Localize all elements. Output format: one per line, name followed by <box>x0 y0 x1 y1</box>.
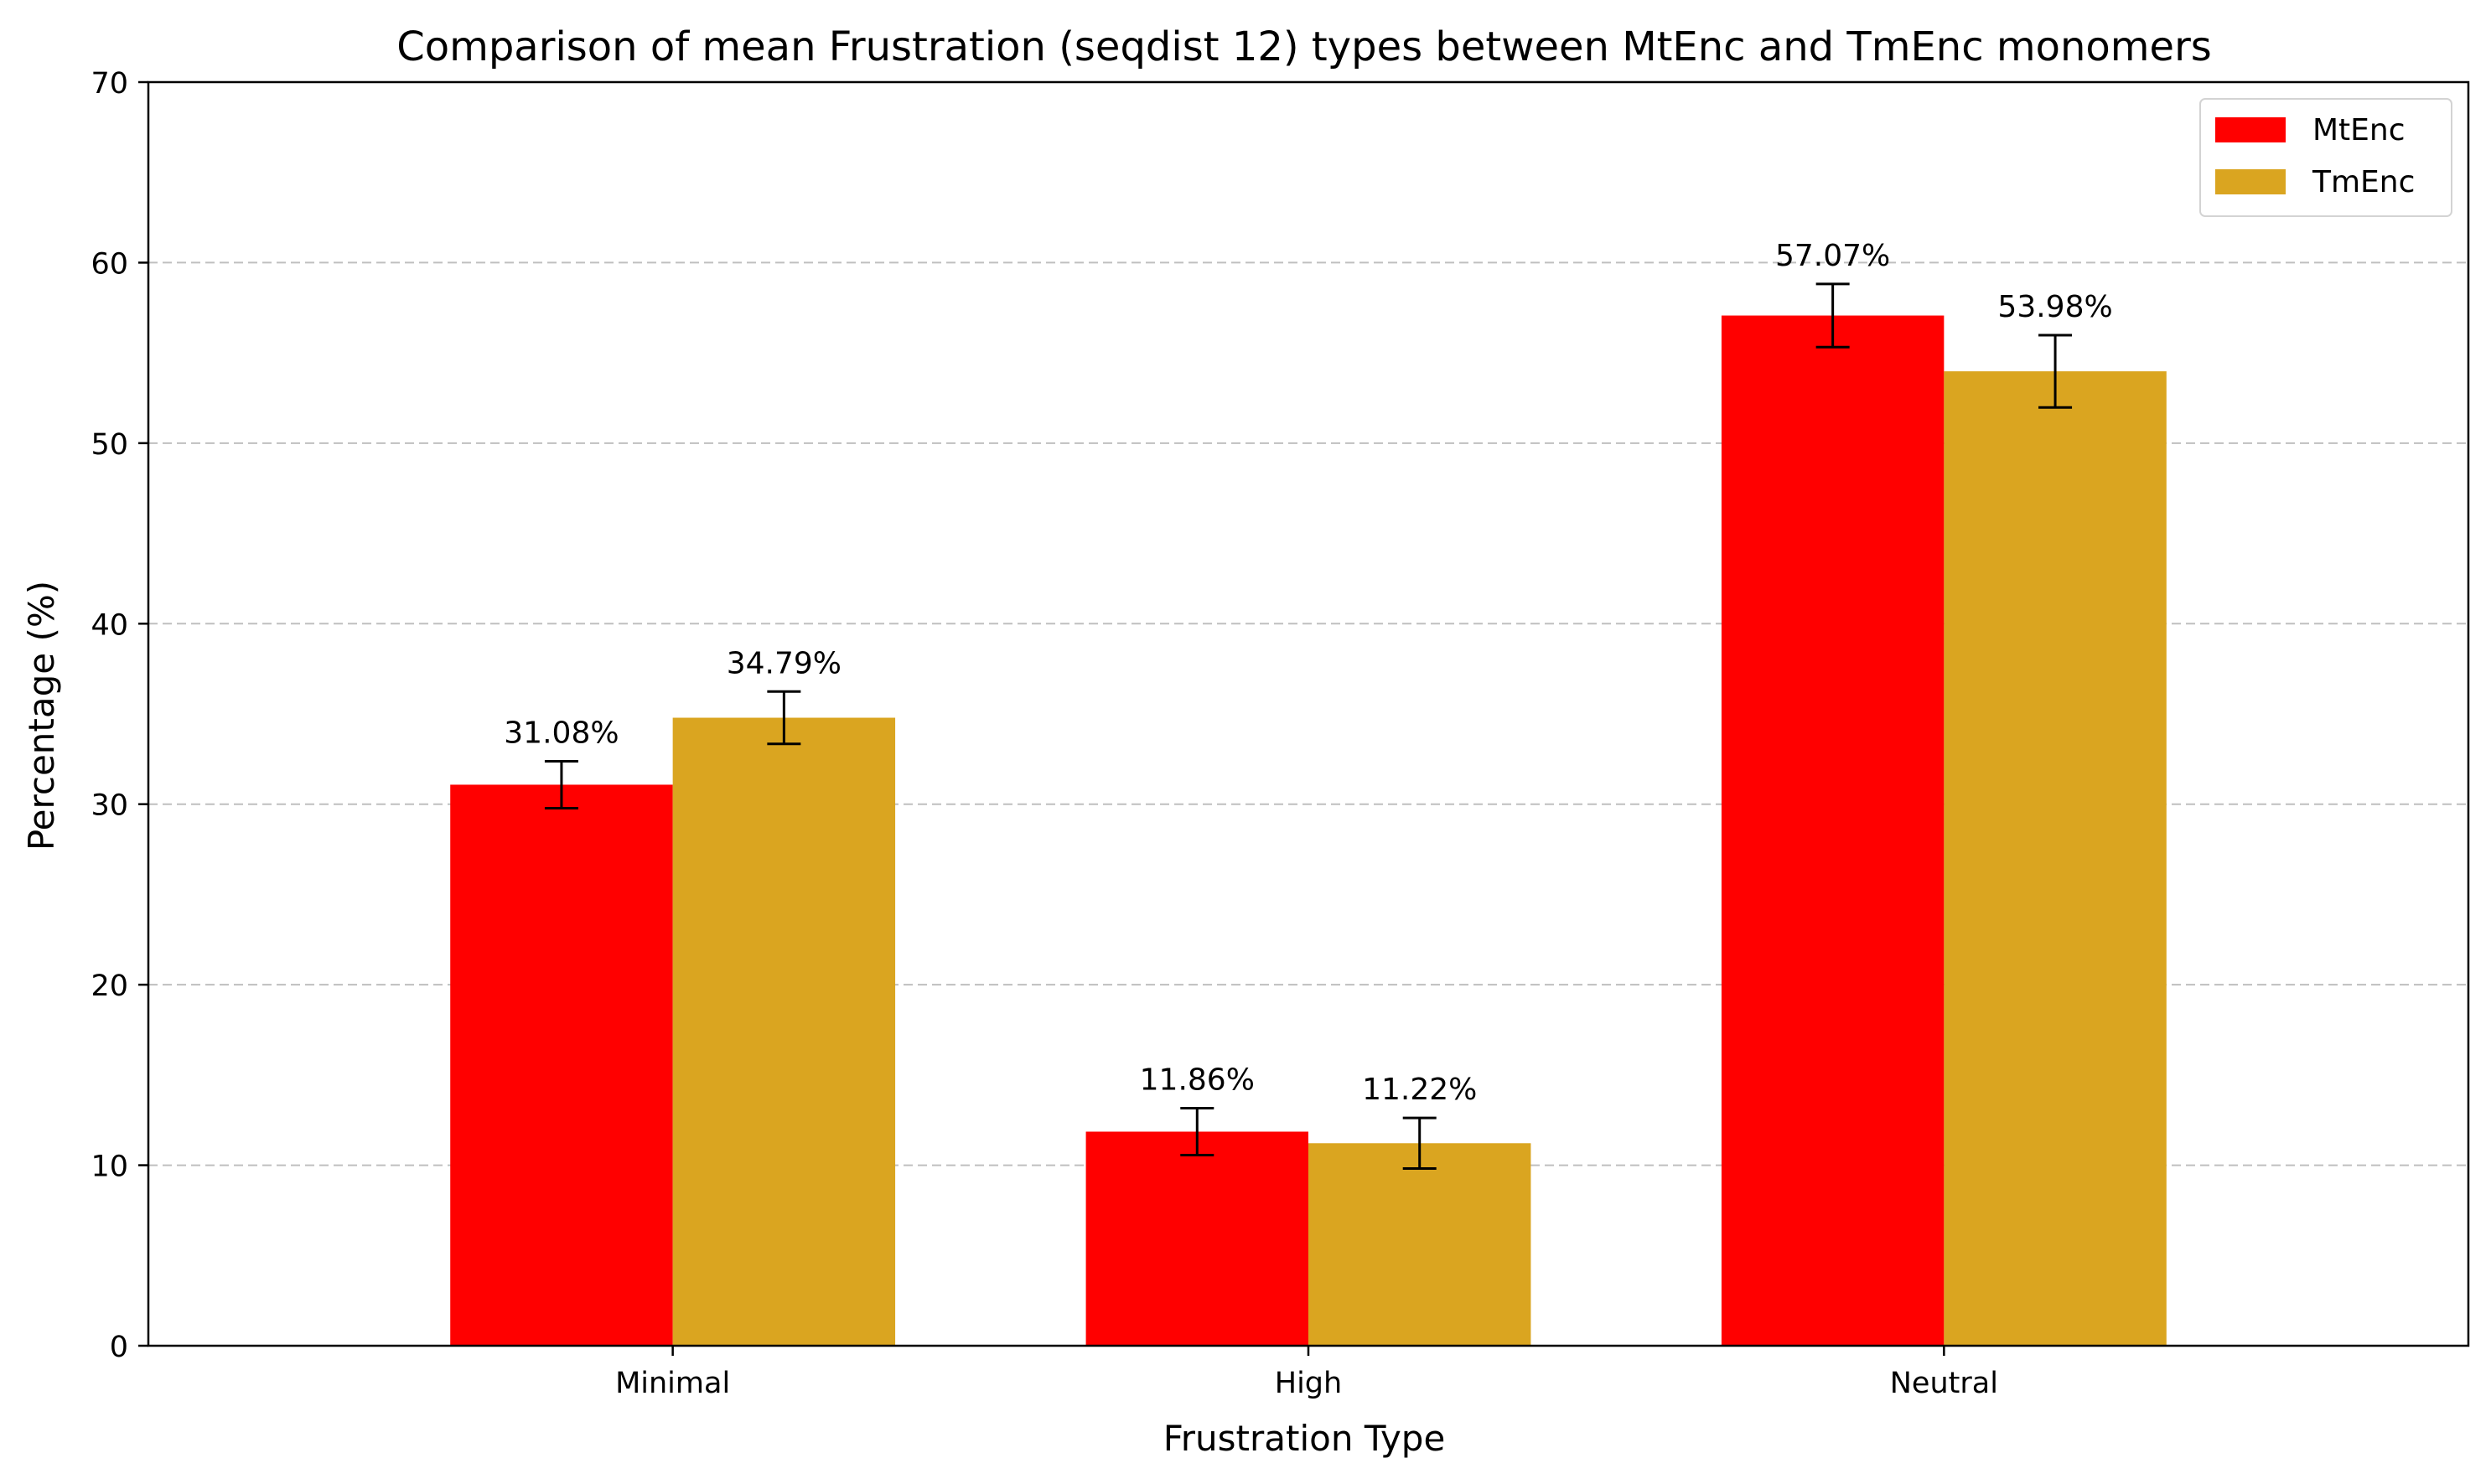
value-label: 11.22% <box>1362 1073 1477 1107</box>
x-tick-label: High <box>1275 1367 1342 1400</box>
x-axis-ticks: Minimal High Neutral <box>615 1346 1998 1400</box>
legend-label: TmEnc <box>2312 165 2415 199</box>
value-label: 57.07% <box>1775 239 1890 273</box>
legend-swatch <box>2215 117 2286 142</box>
y-tick-label: 0 <box>110 1331 128 1364</box>
value-labels-group: 31.08% 11.86% 57.07% 34.79% 11.22% 53.98% <box>504 239 2112 1107</box>
value-label: 11.86% <box>1140 1063 1255 1097</box>
bar-mtenc-neutral <box>1721 315 1945 1347</box>
y-tick-label: 10 <box>91 1150 128 1184</box>
y-tick-label: 40 <box>91 608 128 642</box>
y-tick-label: 20 <box>91 970 128 1003</box>
chart-title: Comparison of mean Frustration (seqdist … <box>396 23 2212 70</box>
y-tick-label: 50 <box>91 428 128 462</box>
legend: MtEnc TmEnc <box>2199 98 2452 217</box>
x-axis-label: Frustration Type <box>1163 1418 1446 1459</box>
y-tick-label: 70 <box>91 67 128 101</box>
value-label: 34.79% <box>727 646 842 680</box>
y-axis-label: Percentage (%) <box>21 581 62 851</box>
bar-mtenc-high <box>1085 1131 1308 1346</box>
bar-tmenc-minimal <box>672 717 896 1346</box>
bars-group <box>450 315 2167 1347</box>
bar-tmenc-high <box>1308 1143 1531 1346</box>
error-bars-group <box>544 282 2073 1170</box>
value-label: 53.98% <box>1997 290 2112 324</box>
y-tick-label: 60 <box>91 247 128 281</box>
value-label: 31.08% <box>504 716 619 750</box>
bar-tmenc-neutral <box>1944 371 2167 1346</box>
legend-swatch <box>2215 169 2286 194</box>
legend-label: MtEnc <box>2312 113 2406 147</box>
bar-mtenc-minimal <box>450 784 673 1346</box>
y-axis-ticks: 0 10 20 30 40 50 60 70 <box>91 67 148 1364</box>
x-tick-label: Minimal <box>615 1367 730 1400</box>
x-tick-label: Neutral <box>1890 1367 1998 1400</box>
y-tick-label: 30 <box>91 789 128 823</box>
